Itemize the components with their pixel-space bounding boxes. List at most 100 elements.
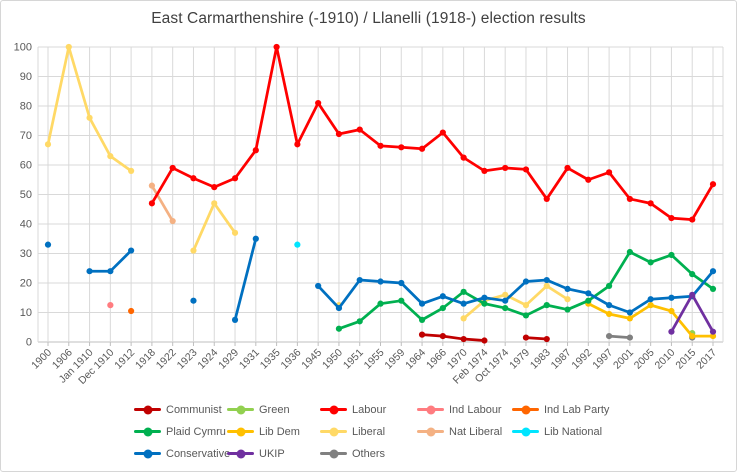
series-point-liberal bbox=[522, 302, 530, 309]
series-point-conservative bbox=[335, 304, 343, 312]
y-axis-tick-label: 60 bbox=[20, 160, 32, 172]
y-axis-tick-label: 50 bbox=[20, 189, 32, 201]
y-axis-tick-label: 100 bbox=[14, 42, 32, 54]
legend-item-liberal: Liberal bbox=[320, 422, 385, 441]
x-axis-tick-label: 1955 bbox=[362, 347, 387, 372]
legend-item-nat-liberal: Nat Liberal bbox=[417, 422, 502, 441]
series-line-others bbox=[607, 334, 632, 339]
legend-label-conservative: Conservative bbox=[166, 447, 231, 460]
series-point-others bbox=[626, 334, 633, 341]
series-point-labour bbox=[252, 147, 259, 154]
series-point-conservative bbox=[564, 285, 571, 292]
legend-marker-lib-national bbox=[512, 427, 539, 436]
series-point-communist bbox=[418, 331, 426, 338]
series-point-liberal bbox=[44, 141, 52, 148]
legend-label-ukip: UKIP bbox=[259, 447, 285, 460]
y-axis-tick-label: 0 bbox=[26, 337, 32, 349]
series-point-conservative bbox=[190, 297, 197, 304]
legend-label-lib-national: Lib National bbox=[544, 425, 603, 438]
legend-item-others: Others bbox=[320, 444, 385, 463]
series-point-labour bbox=[481, 167, 488, 174]
series-point-labour bbox=[148, 200, 156, 207]
series-point-conservative bbox=[44, 241, 52, 248]
series-point-liberal bbox=[128, 167, 135, 174]
legend-marker-labour bbox=[320, 405, 347, 414]
series-point-conservative bbox=[605, 302, 613, 309]
y-axis-tick-label: 30 bbox=[20, 248, 32, 260]
series-point-plaid-cymru bbox=[605, 282, 613, 290]
x-axis-tick-label: 1992 bbox=[569, 347, 594, 372]
legend: Communist Green Labour Ind Labour Ind Lab Pa… bbox=[1, 400, 736, 466]
series-line-liberal bbox=[462, 284, 569, 320]
legend-marker-liberal bbox=[320, 427, 347, 436]
series-point-labour bbox=[460, 154, 467, 161]
series-point-labour bbox=[439, 129, 446, 136]
x-axis-tick-label: 1923 bbox=[175, 347, 200, 372]
legend-label-others: Others bbox=[352, 447, 386, 460]
x-axis-tick-label: 1959 bbox=[382, 347, 407, 372]
legend-marker-dot-ind-lab-party bbox=[521, 405, 530, 414]
legend-label-liberal: Liberal bbox=[352, 425, 386, 438]
legend-item-lib-dem: Lib Dem bbox=[227, 422, 300, 441]
series-point-lib-dem bbox=[668, 307, 675, 315]
series-point-conservative bbox=[128, 247, 135, 254]
series-point-conservative bbox=[543, 276, 550, 284]
series-line-communist bbox=[420, 333, 486, 342]
series-point-conservative bbox=[522, 278, 530, 285]
series-point-conservative bbox=[668, 294, 675, 301]
x-axis-tick-label: 1983 bbox=[528, 347, 553, 372]
x-axis-tick-label: 1900 bbox=[29, 347, 54, 372]
legend-marker-dot-lib-national bbox=[521, 427, 530, 436]
series-point-liberal bbox=[543, 282, 550, 290]
legend-item-ukip: UKIP bbox=[227, 444, 285, 463]
legend-marker-communist bbox=[134, 405, 161, 414]
series-point-labour bbox=[294, 141, 301, 148]
series-point-labour bbox=[211, 184, 218, 191]
x-axis-tick-label: 1966 bbox=[424, 347, 449, 372]
series-point-conservative bbox=[377, 278, 384, 285]
series-point-conservative bbox=[86, 268, 93, 275]
series-point-conservative bbox=[460, 300, 467, 307]
legend-marker-plaid-cymru bbox=[134, 427, 161, 436]
legend-marker-dot-labour bbox=[329, 405, 338, 414]
legend-marker-dot-ind-labour bbox=[426, 405, 435, 414]
legend-label-nat-liberal: Nat Liberal bbox=[449, 425, 503, 438]
series-point-labour bbox=[564, 164, 571, 172]
series-point-labour bbox=[585, 176, 592, 183]
series-point-nat-liberal bbox=[148, 182, 156, 189]
legend-marker-dot-liberal bbox=[329, 427, 338, 436]
series-point-plaid-cymru bbox=[647, 259, 654, 266]
series-point-conservative bbox=[418, 300, 426, 307]
y-axis-tick-label: 40 bbox=[20, 219, 32, 231]
series-point-nat-liberal bbox=[169, 217, 176, 225]
legend-item-ind-lab-party: Ind Lab Party bbox=[512, 400, 609, 419]
series-point-plaid-cymru bbox=[626, 248, 633, 256]
series-point-plaid-cymru bbox=[418, 316, 426, 323]
legend-row: Plaid Cymru Lib Dem Liberal Nat Liberal Lib … bbox=[1, 422, 736, 444]
x-axis-tick-label: 1987 bbox=[549, 347, 574, 372]
series-line-conservative bbox=[233, 237, 258, 322]
legend-marker-dot-lib-dem bbox=[236, 427, 245, 436]
x-axis-tick-label: 2015 bbox=[673, 347, 698, 372]
series-point-conservative bbox=[356, 276, 363, 284]
series-point-communist bbox=[543, 335, 550, 343]
legend-label-labour: Labour bbox=[352, 403, 387, 416]
legend-label-ind-labour: Ind Labour bbox=[449, 403, 502, 416]
series-point-plaid-cymru bbox=[543, 302, 550, 309]
series-point-plaid-cymru bbox=[668, 251, 675, 259]
series-point-conservative bbox=[252, 235, 259, 242]
series-point-labour bbox=[377, 142, 384, 149]
x-axis-tick-label: 1951 bbox=[341, 347, 366, 372]
x-axis-tick-label: 1945 bbox=[299, 347, 324, 372]
x-axis-tick-label: 2005 bbox=[632, 347, 657, 372]
x-axis-tick-label: 1979 bbox=[507, 347, 532, 372]
series-point-lib-dem bbox=[647, 302, 654, 309]
legend-marker-conservative bbox=[134, 449, 161, 458]
x-axis-tick-label: 1964 bbox=[403, 347, 428, 372]
series-point-labour bbox=[418, 145, 426, 152]
series-point-labour bbox=[626, 195, 633, 203]
legend-marker-dot-green bbox=[236, 405, 245, 414]
series-point-conservative bbox=[709, 268, 717, 275]
series-point-plaid-cymru bbox=[709, 285, 717, 292]
